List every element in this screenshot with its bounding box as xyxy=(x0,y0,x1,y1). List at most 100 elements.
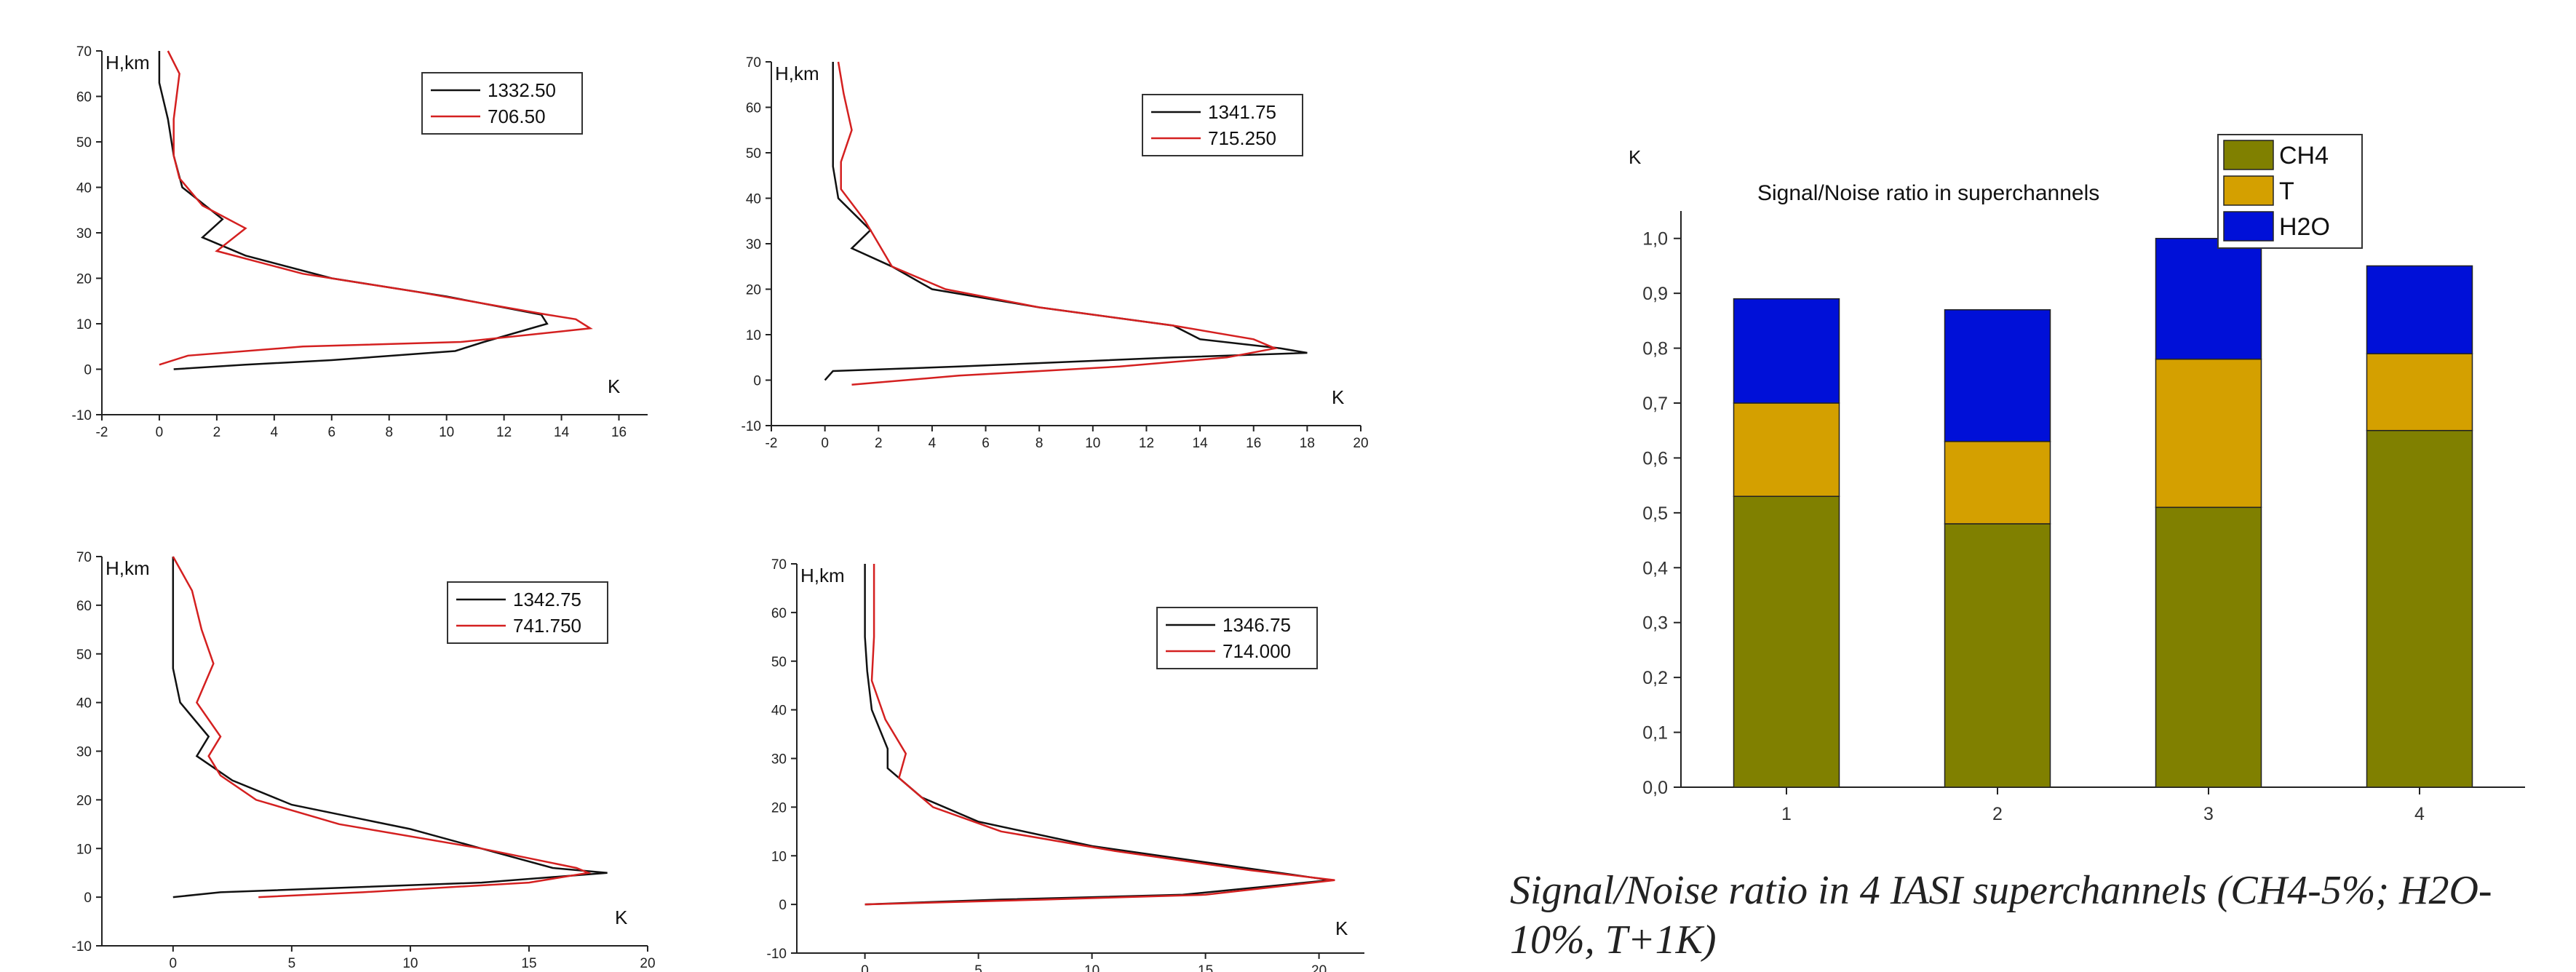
profile-x-tick-label: 5 xyxy=(974,963,982,972)
profile-x-tick-label: 15 xyxy=(521,956,536,971)
profile-x-axis-label: K xyxy=(608,375,621,397)
profile-y-tick-label: 10 xyxy=(76,842,92,857)
profile-x-tick-label: 20 xyxy=(1311,963,1327,972)
profile-legend-box xyxy=(1156,607,1318,669)
profile-y-tick-label: 20 xyxy=(771,800,787,816)
legend-label-red: 706.50 xyxy=(488,105,546,127)
bar-chart-title: Signal/Noise ratio in superchannels xyxy=(1757,181,2099,205)
profile-y-tick-label: 70 xyxy=(76,550,92,565)
bar-x-tick-label: 1 xyxy=(1781,804,1792,824)
profile-y-tick-label: 0 xyxy=(84,891,92,906)
legend-label-red: 714.000 xyxy=(1223,640,1291,662)
legend-label-black: 1346.75 xyxy=(1223,614,1291,636)
profile-y-tick-label: 50 xyxy=(771,655,787,670)
profile-y-tick-label: 0 xyxy=(779,898,787,913)
bar-x-tick-label: 3 xyxy=(2203,804,2214,824)
profile-y-axis-label: H,km xyxy=(800,565,845,586)
profile-y-tick-label: 40 xyxy=(771,704,787,719)
legend-label-black: 1332.50 xyxy=(488,79,556,101)
profile-x-tick-label: 10 xyxy=(402,956,418,971)
profile-y-tick-label: -10 xyxy=(72,939,92,955)
profile-x-tick-label: 0 xyxy=(821,436,829,451)
profile-y-tick-label: 50 xyxy=(76,135,92,151)
bar-segment-h2o xyxy=(2366,265,2473,354)
profile-y-tick-label: 70 xyxy=(771,557,787,573)
profile-y-tick-label: 50 xyxy=(76,648,92,663)
profile-x-tick-label: 4 xyxy=(929,436,937,451)
profile-x-tick-label: 2 xyxy=(875,436,883,451)
profile-x-tick-label: 6 xyxy=(328,425,336,440)
legend-label-red: 741.750 xyxy=(513,615,581,637)
profile-y-tick-label: 10 xyxy=(771,849,787,864)
profile-x-tick-label: 14 xyxy=(554,425,570,440)
profile-x-tick-label: 10 xyxy=(439,425,454,440)
profile-x-tick-label: 12 xyxy=(496,425,512,440)
profile-y-tick-label: 30 xyxy=(771,752,787,768)
profile-y-tick-label: 40 xyxy=(76,696,92,712)
profile-y-tick-label: 60 xyxy=(771,606,787,621)
profile-y-tick-label: 30 xyxy=(746,237,761,252)
profile-y-axis-label: H,km xyxy=(106,557,150,579)
bar-segment-ch4 xyxy=(1944,523,2051,788)
bar-segment-t xyxy=(1944,441,2051,525)
profile-x-tick-label: 2 xyxy=(213,425,221,440)
profile-y-tick-label: -10 xyxy=(742,419,761,434)
profile-curve-black xyxy=(824,62,1308,381)
profile-y-tick-label: 20 xyxy=(76,272,92,287)
bar-y-tick-label: 0,1 xyxy=(1642,723,1668,744)
bar-segment-h2o xyxy=(2155,237,2262,360)
profile-legend-box xyxy=(447,581,608,644)
bar-segment-t xyxy=(1733,402,1840,497)
profile-x-tick-label: -2 xyxy=(766,436,778,451)
profile-y-tick-label: 10 xyxy=(746,328,761,343)
profile-x-tick-label: 16 xyxy=(1246,436,1261,451)
profile-legend-box xyxy=(1142,94,1303,156)
profile-x-axis-label: K xyxy=(615,907,628,928)
bar-segment-ch4 xyxy=(2366,429,2473,788)
profile-curve-black xyxy=(172,557,608,899)
profile-x-tick-label: 18 xyxy=(1300,436,1315,451)
profile-y-tick-label: 30 xyxy=(76,226,92,242)
profile-y-tick-label: 50 xyxy=(746,146,761,162)
profile-x-tick-label: 0 xyxy=(170,956,178,971)
bar-segment-ch4 xyxy=(2155,506,2262,788)
bar-x-tick-label: 4 xyxy=(2414,804,2425,824)
profile-y-tick-label: 60 xyxy=(746,101,761,116)
bar-y-tick-label: 0,6 xyxy=(1642,448,1668,469)
bar-segment-ch4 xyxy=(1733,495,1840,788)
profile-y-tick-label: 10 xyxy=(76,317,92,332)
bar-y-tick-label: 0,7 xyxy=(1642,394,1668,414)
profile-y-tick-label: 20 xyxy=(76,793,92,808)
bar-x-tick-label: 2 xyxy=(1992,804,2003,824)
profile-y-tick-label: 60 xyxy=(76,599,92,614)
profile-x-tick-label: 15 xyxy=(1198,963,1213,972)
profile-x-tick-label: 10 xyxy=(1085,436,1100,451)
bar-y-tick-label: 0,5 xyxy=(1642,503,1668,524)
bar-chart-y-axis-label: K xyxy=(1629,146,1642,168)
bar-legend-swatch-ch4 xyxy=(2223,140,2274,170)
bar-y-tick-label: 0,3 xyxy=(1642,613,1668,634)
legend-label-black: 1342.75 xyxy=(513,589,581,610)
bar-y-tick-label: 0,8 xyxy=(1642,339,1668,359)
profile-legend-box xyxy=(421,72,583,135)
profile-x-tick-label: 10 xyxy=(1084,963,1100,972)
bar-y-tick-label: 0,9 xyxy=(1642,284,1668,304)
profile-y-tick-label: 0 xyxy=(84,363,92,378)
bar-legend-swatch-t xyxy=(2223,175,2274,206)
bar-legend-label-t: T xyxy=(2279,178,2294,205)
profile-y-tick-label: -10 xyxy=(767,947,787,962)
bar-y-tick-label: 0,2 xyxy=(1642,668,1668,688)
profile-x-tick-label: 20 xyxy=(1353,436,1368,451)
profile-curve-red xyxy=(837,61,1279,386)
profile-y-tick-label: 30 xyxy=(76,745,92,760)
profile-x-axis-label: K xyxy=(1332,386,1345,408)
bar-y-tick-label: 0,0 xyxy=(1642,778,1668,798)
profile-curve-red xyxy=(864,564,1335,906)
profile-x-tick-label: 12 xyxy=(1139,436,1154,451)
profile-y-tick-label: -10 xyxy=(72,408,92,423)
profile-x-tick-label: 8 xyxy=(1035,436,1043,451)
profile-y-tick-label: 40 xyxy=(746,192,761,207)
profile-x-tick-label: 4 xyxy=(271,425,279,440)
profile-x-tick-label: 6 xyxy=(982,436,990,451)
legend-label-red: 715.250 xyxy=(1208,127,1276,149)
